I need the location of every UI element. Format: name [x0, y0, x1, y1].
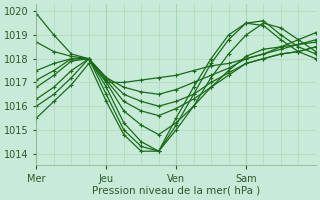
X-axis label: Pression niveau de la mer( hPa ): Pression niveau de la mer( hPa ) — [92, 186, 260, 196]
